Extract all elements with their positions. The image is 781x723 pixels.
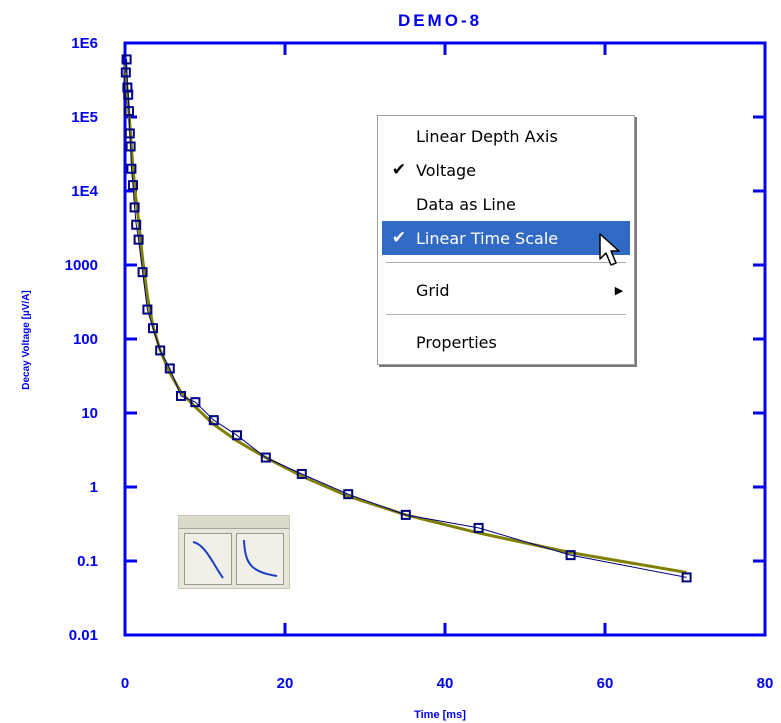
steep-decay-curve-icon	[192, 541, 224, 579]
y-tick-label: 1	[90, 479, 98, 496]
axis-ticks	[123, 41, 767, 637]
menu-item-linear-time-scale[interactable]: ✔ Linear Time Scale	[382, 221, 630, 255]
data-point	[260, 452, 271, 463]
data-point	[128, 180, 138, 191]
data-point	[148, 323, 158, 334]
y-tick-label: 1000	[65, 257, 98, 274]
data-point	[681, 572, 692, 583]
menu-item-linear-depth-axis[interactable]: Linear Depth Axis	[382, 119, 630, 153]
mouse-pointer-icon	[599, 233, 620, 266]
data-point	[208, 415, 219, 426]
data-point	[176, 390, 186, 401]
menu-item-properties[interactable]: Properties	[382, 325, 630, 359]
data-point	[124, 128, 135, 139]
x-tick-label: 60	[597, 675, 614, 692]
x-tick-label: 40	[437, 675, 454, 692]
data-point	[124, 106, 134, 117]
data-point	[137, 267, 148, 278]
x-tick-label: 80	[757, 675, 774, 692]
y-tick-label: 0.01	[69, 627, 98, 644]
y-tick-label: 1E6	[71, 35, 98, 52]
data-point	[155, 345, 166, 356]
x-axis-label: Time [ms]	[414, 709, 466, 721]
data-point	[232, 430, 242, 441]
data-point	[164, 363, 175, 374]
curve-toolbar	[178, 515, 290, 589]
y-tick-labels: 0.01 0.1 1 10 100 1000 1E4 1E5 1E6	[65, 35, 99, 644]
menu-item-label: Data as Line	[416, 194, 516, 214]
y-tick-label: 10	[81, 405, 98, 422]
data-point	[190, 397, 201, 408]
y-tick-label: 0.1	[77, 553, 98, 570]
flat-decay-curve-button[interactable]	[236, 533, 284, 585]
menu-item-data-as-line[interactable]: Data as Line	[382, 187, 630, 221]
checkmark-icon: ✔	[391, 228, 407, 248]
menu-item-grid[interactable]: Grid ▶	[382, 273, 630, 307]
data-point	[121, 54, 132, 65]
menu-separator	[386, 262, 626, 264]
y-axis-label: Decay Voltage [µV/A]	[21, 290, 32, 390]
x-tick-label: 0	[121, 675, 129, 692]
data-point	[120, 67, 131, 78]
menu-item-voltage[interactable]: ✔ Voltage	[382, 153, 630, 187]
menu-separator	[386, 314, 626, 316]
menu-item-label: Linear Time Scale	[416, 228, 559, 248]
y-tick-label: 100	[73, 331, 98, 348]
toolbar-grip[interactable]	[179, 516, 289, 529]
data-point	[126, 163, 137, 174]
menu-item-label: Properties	[416, 332, 497, 352]
y-tick-label: 1E4	[71, 183, 98, 200]
y-tick-label: 1E5	[71, 109, 98, 126]
checkmark-icon: ✔	[391, 160, 407, 180]
data-point	[129, 202, 140, 213]
data-point	[125, 141, 136, 152]
data-point	[131, 219, 142, 230]
data-point	[343, 489, 354, 500]
menu-item-label: Voltage	[416, 160, 477, 180]
menu-item-label: Linear Depth Axis	[416, 126, 558, 146]
submenu-arrow-icon: ▶	[614, 283, 624, 297]
flat-decay-curve-icon	[243, 539, 278, 577]
steep-decay-curve-button[interactable]	[184, 533, 232, 585]
data-point	[133, 234, 144, 245]
data-point	[296, 468, 307, 479]
context-menu: Linear Depth Axis ✔ Voltage Data as Line…	[377, 115, 635, 365]
data-point	[123, 89, 134, 100]
data-point	[565, 550, 576, 561]
data-point	[400, 509, 411, 520]
data-point	[473, 522, 484, 533]
chart-title: DEMO-8	[398, 11, 482, 30]
x-tick-labels: 0 20 40 60 80	[121, 675, 774, 692]
menu-item-label: Grid	[416, 280, 450, 300]
data-point	[142, 304, 153, 315]
series-layer	[120, 54, 692, 583]
measured-data-line	[125, 59, 687, 578]
x-tick-label: 20	[277, 675, 294, 692]
